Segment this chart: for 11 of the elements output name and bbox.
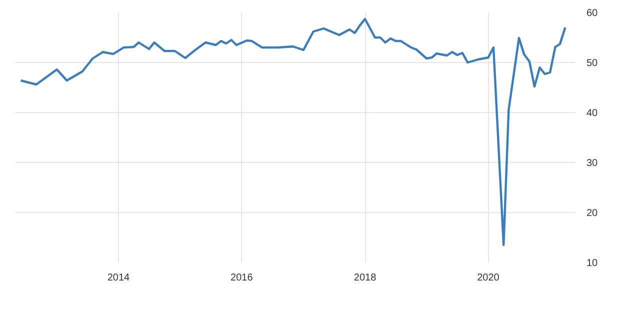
line-series [20, 18, 566, 246]
x-tick-label: 2018 [354, 272, 377, 284]
y-tick-label: 10 [586, 258, 598, 269]
x-tick-label: 2014 [107, 272, 130, 284]
y-tick-label: 40 [586, 108, 598, 119]
y-tick-label: 60 [586, 8, 598, 19]
y-tick-label: 20 [586, 208, 598, 219]
y-tick-label: 30 [586, 158, 598, 169]
x-tick-label: 2016 [230, 272, 254, 284]
x-tick-label: 2020 [477, 272, 500, 284]
y-tick-label: 50 [586, 58, 598, 69]
